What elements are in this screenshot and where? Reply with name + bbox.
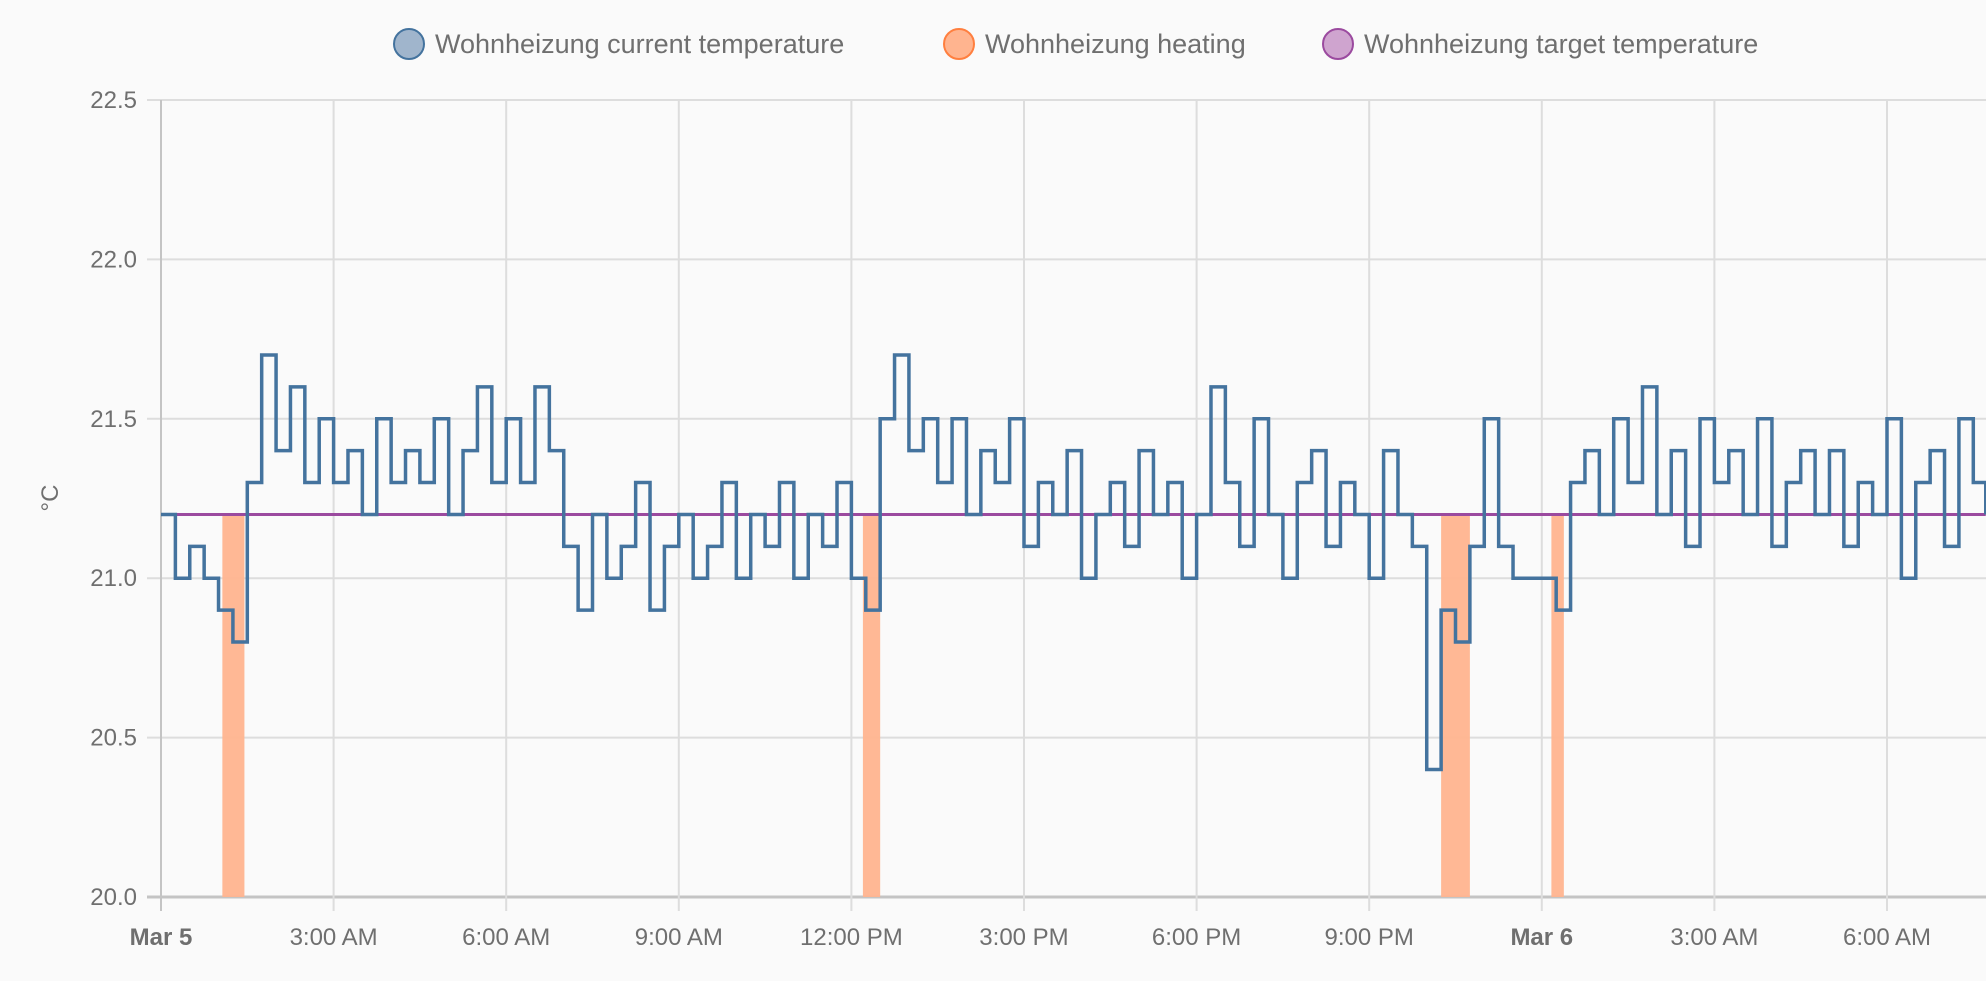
y-tick-label: 22.0 [90,246,137,273]
heating-interval-bar [1551,514,1564,897]
legend-swatch-icon [1322,28,1354,60]
y-tick-label: 21.0 [90,565,137,592]
x-tick-label: Mar 5 [130,924,193,951]
y-tick-label: 20.5 [90,725,137,752]
y-axis-label: °C [37,485,64,512]
x-tick-label: 3:00 AM [290,924,378,951]
x-tick-label: 6:00 AM [462,924,550,951]
y-tick-label: 22.5 [90,87,137,114]
x-tick-label: 6:00 PM [1152,924,1241,951]
current-temperature-line [161,353,1986,772]
x-tick-label: 3:00 AM [1670,924,1758,951]
y-tick-label: 20.0 [90,884,137,911]
x-tick-label: 9:00 AM [635,924,723,951]
heating-interval-bar [862,514,881,897]
legend-item-heating[interactable]: Wohnheizung heating [943,28,1246,60]
legend-swatch-icon [943,28,975,60]
legend-item-target-temperature[interactable]: Wohnheizung target temperature [1322,28,1758,60]
heating-interval-bar [1441,514,1470,897]
y-tick-label: 21.5 [90,406,137,433]
x-tick-label: Mar 6 [1510,924,1573,951]
x-tick-label: 3:00 PM [979,924,1068,951]
x-tick-label: 12:00 PM [800,924,903,951]
legend-swatch-icon [393,28,425,60]
heating-interval-bar [222,514,245,897]
x-tick-label: 6:00 AM [1843,924,1931,951]
x-tick-label: 9:00 PM [1325,924,1414,951]
legend: Wohnheizung current temperature Wohnheiz… [0,28,1986,72]
legend-label: Wohnheizung target temperature [1364,28,1759,59]
legend-label: Wohnheizung heating [985,28,1246,59]
legend-label: Wohnheizung current temperature [435,28,845,59]
legend-item-current-temperature[interactable]: Wohnheizung current temperature [393,28,844,60]
